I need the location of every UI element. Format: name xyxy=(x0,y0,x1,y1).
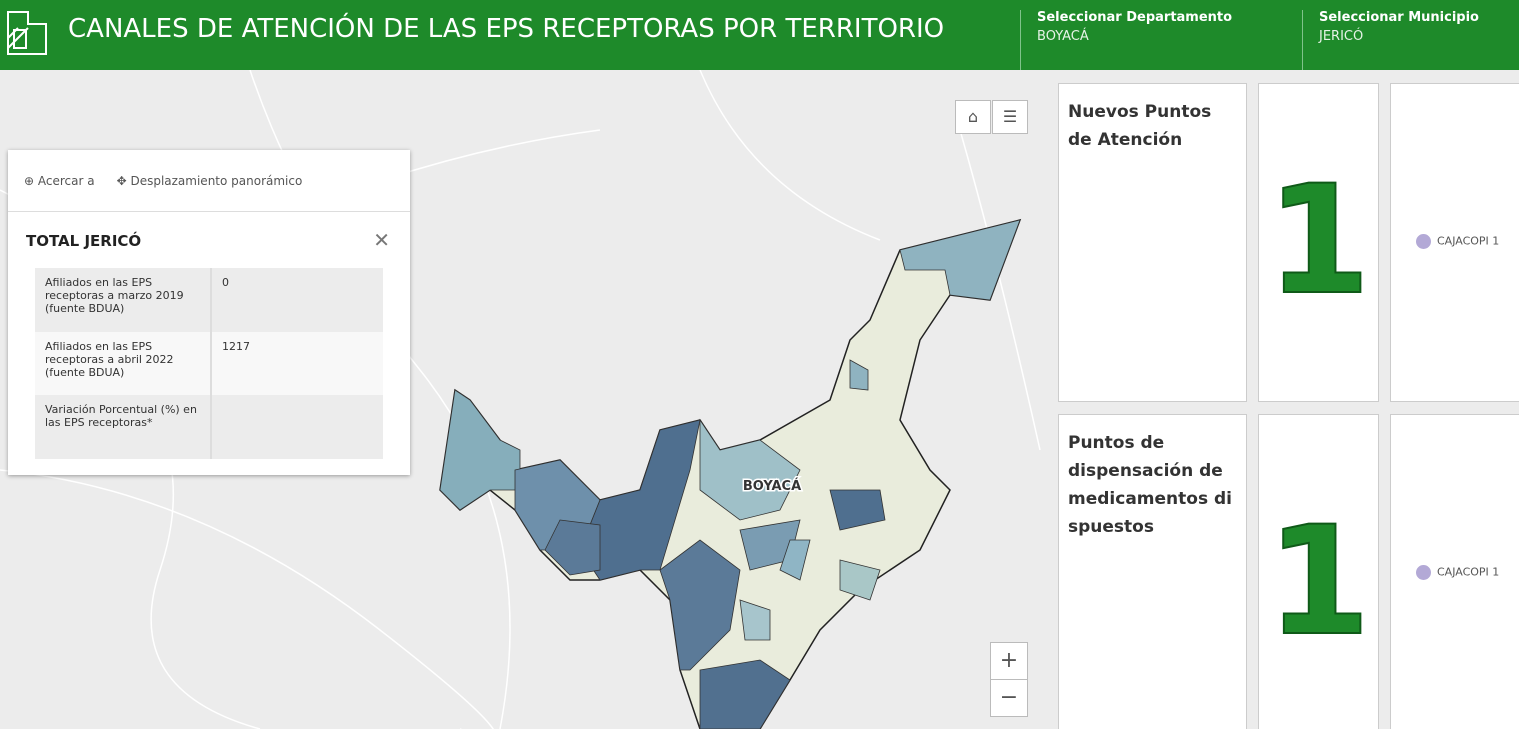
field-label: Variación Porcentual (%) en las EPS rece… xyxy=(35,395,212,459)
municipality-selector[interactable]: Seleccionar Municipio JERICÓ xyxy=(1302,10,1519,70)
selector-value: BOYACÁ xyxy=(1037,29,1089,44)
legend-button[interactable]: ☰ xyxy=(992,100,1028,134)
zoom-out[interactable]: − xyxy=(990,679,1028,717)
selector-label: Seleccionar Departamento xyxy=(1037,10,1233,25)
pan-action[interactable]: ✥ Desplazamiento panorámico xyxy=(116,173,303,188)
panel-title: Nuevos Puntos de Atención xyxy=(1068,102,1212,150)
panel-legend: CAJACOPI 1 xyxy=(1416,234,1499,249)
header-title: CANALES DE ATENCIÓN DE LAS EPS RECEPTORA… xyxy=(68,14,945,44)
panel-title-box: Puntos de dispensación de medicamentos d… xyxy=(1058,414,1247,729)
department-selector[interactable]: Seleccionar Departamento BOYACÁ xyxy=(1020,10,1302,70)
panel-value: 1 xyxy=(1265,494,1371,670)
popup-table: Afiliados en las EPS receptoras a marzo … xyxy=(35,268,383,459)
zoom-to-action[interactable]: ⊕ Acercar a xyxy=(24,173,95,188)
panel-value-box: 1 xyxy=(1258,414,1379,729)
selector-value: JERICÓ xyxy=(1319,29,1364,44)
panel-legend-box: CAJACOPI 1 xyxy=(1390,83,1519,402)
map-label: BOYACÁ xyxy=(743,478,801,494)
close-button[interactable]: ✕ xyxy=(373,228,390,252)
panel-title: Puntos de dispensación de medicamentos d… xyxy=(1068,433,1232,537)
logo xyxy=(7,11,47,55)
panel-title-box: Nuevos Puntos de Atención xyxy=(1058,83,1247,402)
panel-value-box: 1 xyxy=(1258,83,1379,402)
action-label: Acercar a xyxy=(37,173,95,188)
field-label: Afiliados en las EPS receptoras a abril … xyxy=(35,332,212,395)
field-value: 1217 xyxy=(222,340,250,353)
field-value: 0 xyxy=(222,276,229,289)
popup-title: TOTAL JERICÓ xyxy=(26,232,142,250)
selector-label: Seleccionar Municipio xyxy=(1319,10,1479,25)
action-label: Desplazamiento panorámico xyxy=(130,173,303,188)
panel-legend: CAJACOPI 1 xyxy=(1416,565,1499,580)
panel-value: 1 xyxy=(1265,153,1371,329)
zoom-in[interactable]: + xyxy=(990,642,1028,680)
panel-legend-box: CAJACOPI 1 xyxy=(1390,414,1519,729)
home-button[interactable]: ⌂ xyxy=(955,100,991,134)
popup-toolbar: ⊕ Acercar a ✥ Desplazamiento panorámico xyxy=(8,150,410,212)
header: CANALES DE ATENCIÓN DE LAS EPS RECEPTORA… xyxy=(0,0,1519,70)
popup: ⊕ Acercar a ✥ Desplazamiento panorámico … xyxy=(8,150,410,475)
field-label: Afiliados en las EPS receptoras a marzo … xyxy=(35,268,212,332)
